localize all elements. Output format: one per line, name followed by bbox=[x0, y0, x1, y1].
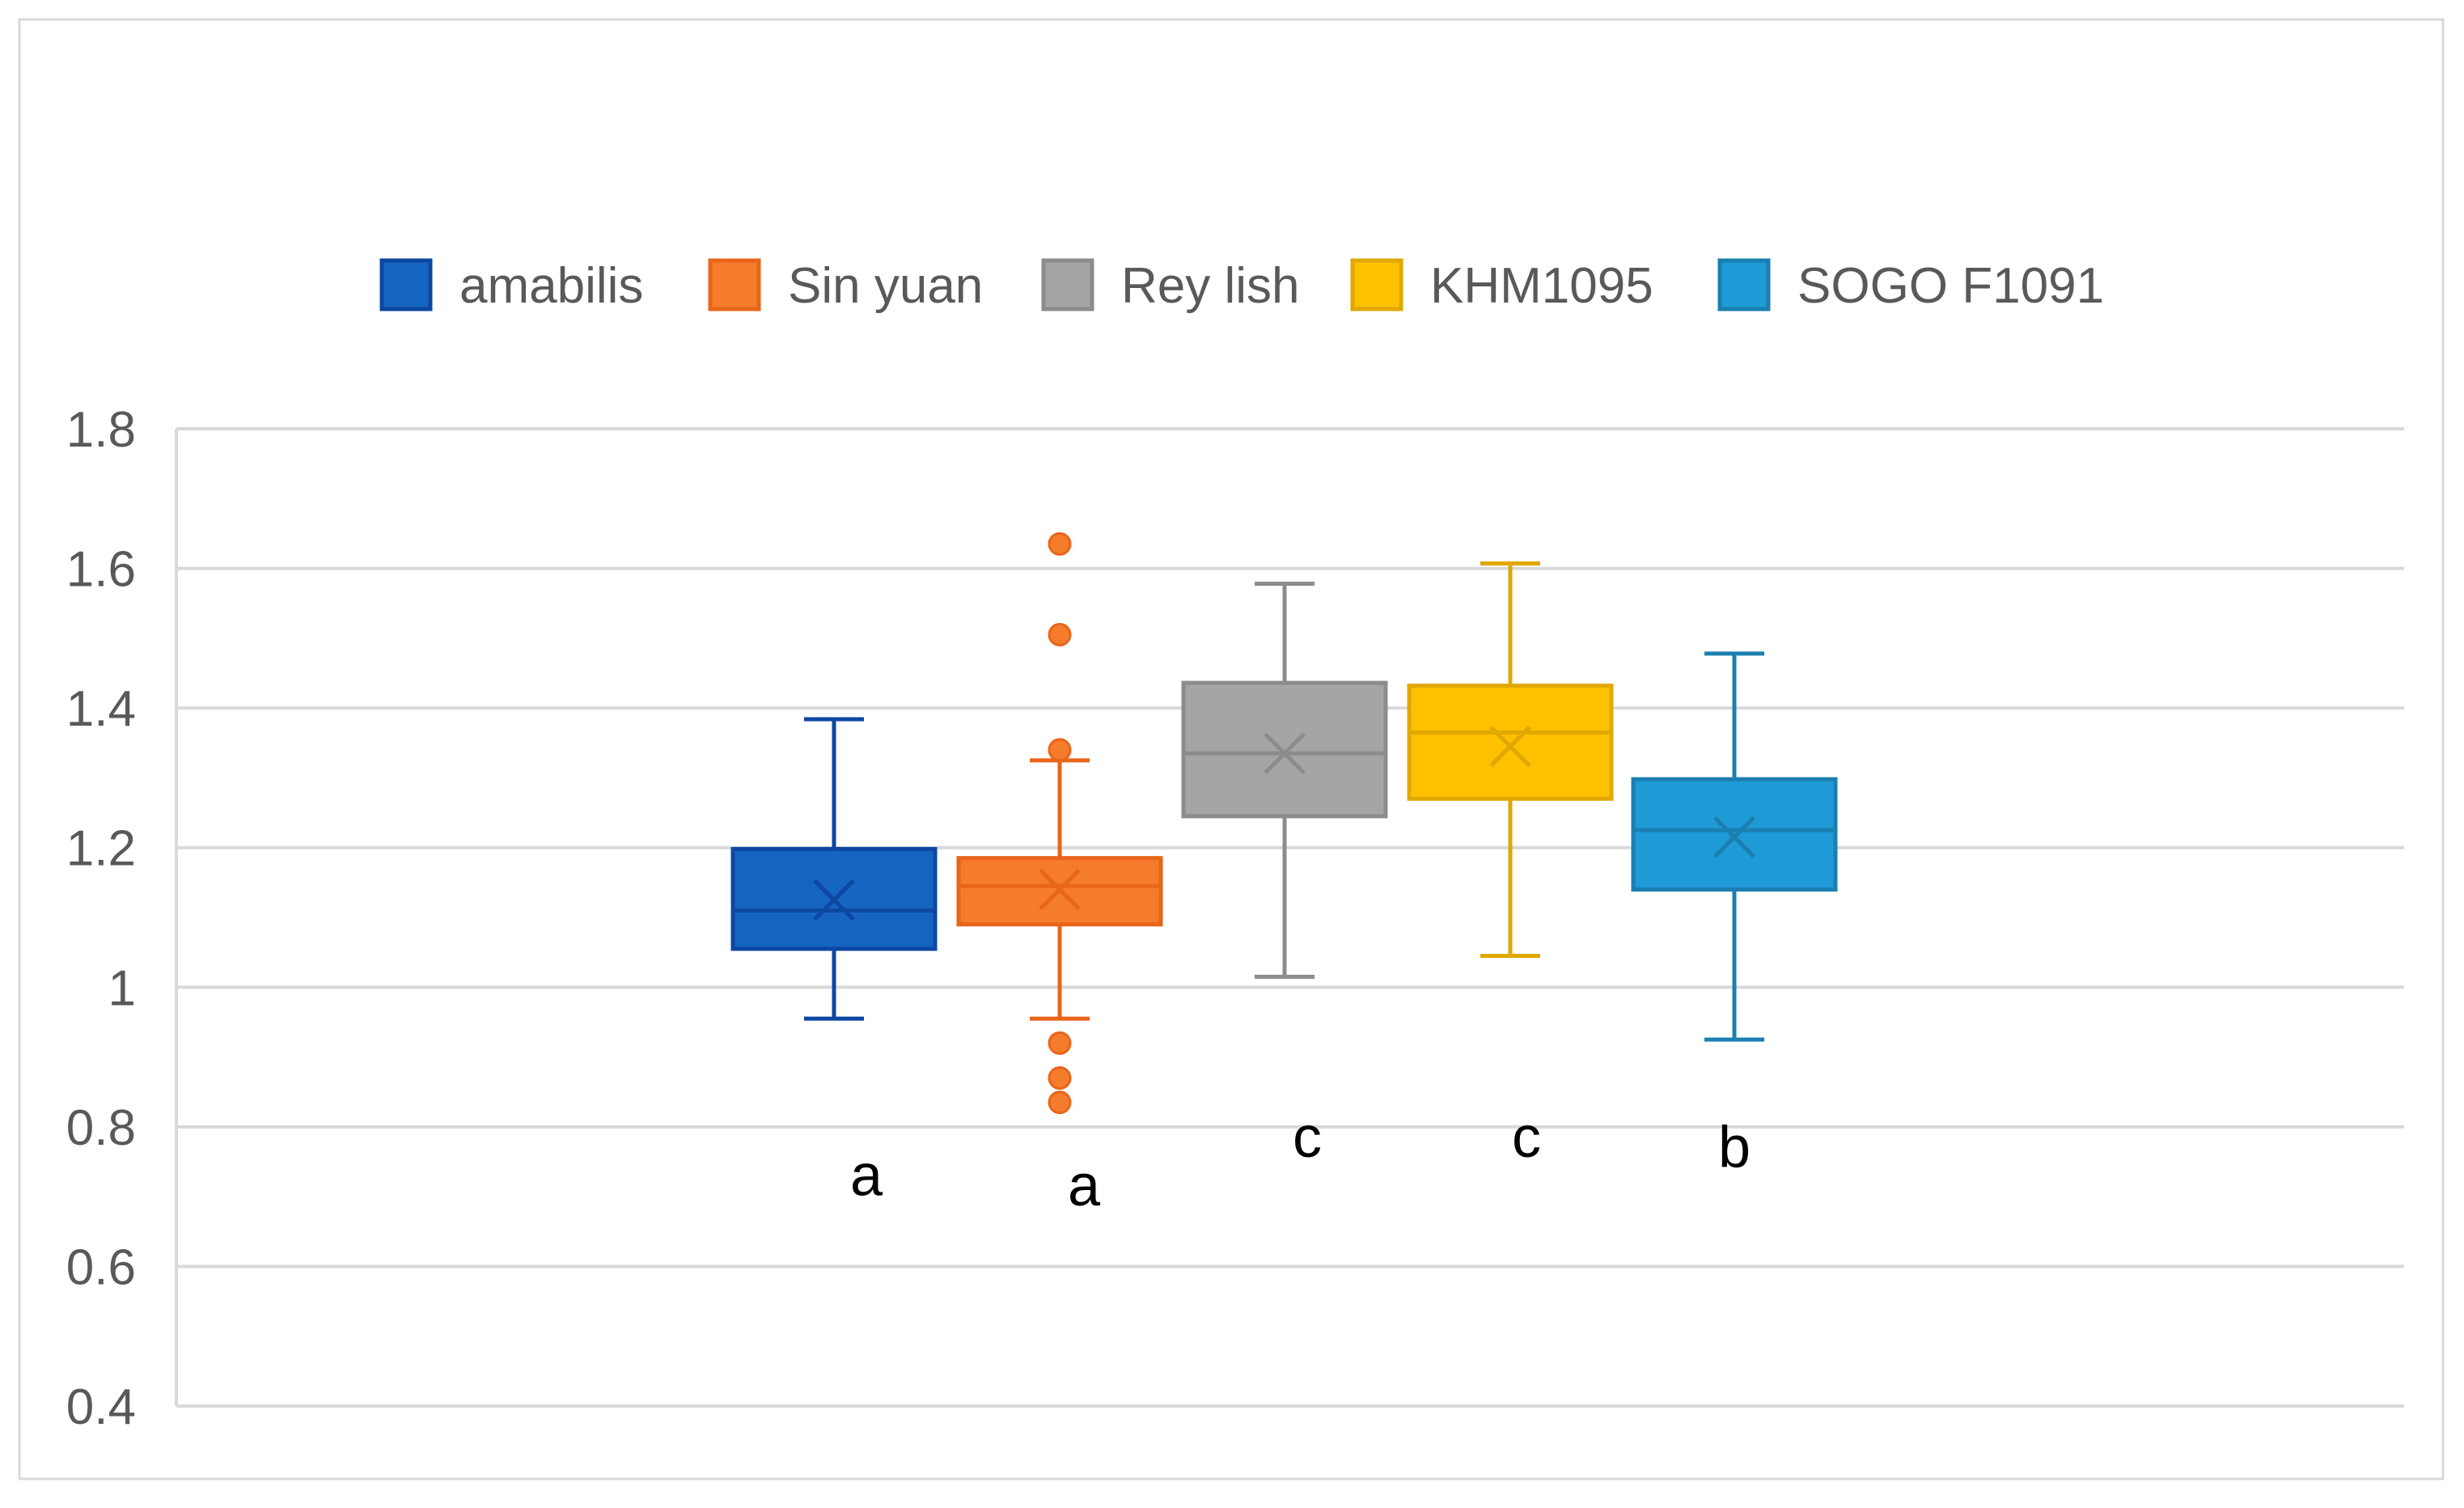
legend-item: Rey lish bbox=[1041, 258, 1300, 314]
legend: amabilis Sin yuan Rey lish KHM1095 SOGO F109… bbox=[379, 258, 2104, 314]
outlier-point bbox=[1048, 1031, 1072, 1055]
y-axis: 0.4 0.6 0.8 1 1.2 1.4 1.6 1.8 bbox=[66, 402, 178, 1435]
outlier-point bbox=[1048, 623, 1072, 647]
y-tick-label: 0.6 bbox=[66, 1239, 136, 1295]
significance-letter: a bbox=[850, 1143, 883, 1208]
legend-label: Rey lish bbox=[1121, 258, 1300, 314]
significance-letter: c bbox=[1293, 1105, 1322, 1170]
legend-swatch bbox=[708, 258, 761, 311]
box-khm1095 bbox=[1407, 561, 1614, 958]
y-tick-label: 1.8 bbox=[66, 402, 136, 458]
boxes bbox=[730, 532, 1838, 1115]
y-tick-label: 1.2 bbox=[66, 821, 136, 877]
y-tick-label: 1.6 bbox=[66, 542, 136, 598]
legend-item: Sin yuan bbox=[708, 258, 983, 314]
legend-swatch bbox=[1350, 258, 1403, 311]
y-tick-label: 1 bbox=[108, 960, 136, 1016]
box-rey-lish bbox=[1181, 582, 1388, 979]
legend-label: SOGO F1091 bbox=[1797, 258, 2104, 314]
y-tick-label: 1.4 bbox=[66, 681, 136, 737]
significance-letter: c bbox=[1512, 1105, 1541, 1170]
outlier-point bbox=[1048, 738, 1072, 762]
iqr-box bbox=[1407, 684, 1614, 801]
outlier-point bbox=[1048, 1091, 1072, 1115]
legend-item: KHM1095 bbox=[1350, 258, 1653, 314]
legend-label: Sin yuan bbox=[788, 258, 983, 314]
legend-item: SOGO F1091 bbox=[1717, 258, 2104, 314]
box-sin-yuan bbox=[956, 532, 1163, 1115]
legend-swatch bbox=[1041, 258, 1094, 311]
mean-marker bbox=[1489, 725, 1531, 768]
outlier-point bbox=[1048, 532, 1072, 556]
box-sogo-f1091 bbox=[1631, 651, 1838, 1042]
iqr-box bbox=[1181, 680, 1388, 819]
legend-label: amabilis bbox=[459, 258, 643, 314]
legend-swatch bbox=[379, 258, 433, 311]
y-tick-label: 0.8 bbox=[66, 1100, 136, 1156]
legend-item: amabilis bbox=[379, 258, 643, 314]
significance-letters: a ac c b bbox=[850, 1105, 1751, 1218]
box-amabilis bbox=[730, 717, 938, 1021]
significance-letter: b bbox=[1718, 1116, 1751, 1180]
mean-marker bbox=[1713, 816, 1755, 858]
legend-swatch bbox=[1717, 258, 1771, 311]
outlier-point bbox=[1048, 1065, 1072, 1090]
y-tick-label: 0.4 bbox=[66, 1379, 136, 1435]
significance-letter: a bbox=[1068, 1154, 1101, 1218]
legend-label: KHM1095 bbox=[1430, 258, 1653, 314]
mean-marker bbox=[1039, 868, 1081, 911]
mean-marker bbox=[1264, 732, 1306, 774]
mean-marker bbox=[813, 879, 855, 921]
